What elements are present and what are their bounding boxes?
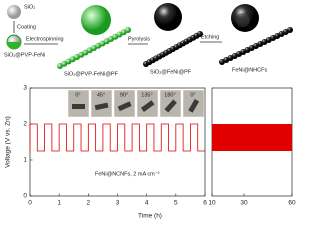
y-axis-title: Voltage (V vs. Zn) bbox=[5, 116, 12, 168]
inset-label: 0° bbox=[190, 92, 195, 98]
schematic: SiO₂ Coating SiO₂@PVP-FeNi Electrospinni… bbox=[4, 3, 293, 77]
inset-label: 180° bbox=[164, 92, 175, 98]
sio2-sphere bbox=[7, 5, 21, 19]
label: Pyrolysis bbox=[128, 36, 150, 42]
x-tick-label: 10 bbox=[208, 200, 216, 207]
black-sphere bbox=[154, 3, 182, 31]
black-fiber bbox=[143, 31, 203, 67]
green-sphere bbox=[81, 5, 111, 35]
chart: Voltage (V vs. Zn) Time (h) FeNi@NCNFs, … bbox=[5, 85, 296, 220]
label: SiO₂@PVP-FeNi bbox=[4, 52, 45, 58]
inset-label: 0° bbox=[75, 92, 80, 98]
inset-photo bbox=[113, 89, 136, 118]
x-tick-label: 1 bbox=[57, 200, 61, 207]
label: FeNi@NHCFs bbox=[232, 67, 267, 73]
annotation: FeNi@NCNFs, 2 mA cm⁻² bbox=[95, 171, 160, 177]
inset-device bbox=[117, 101, 132, 112]
inset-photo bbox=[90, 89, 113, 118]
x-tick-label: 0 bbox=[28, 200, 32, 207]
hollow-core bbox=[236, 13, 250, 27]
fiber-bead bbox=[287, 27, 293, 33]
inset-label: 135° bbox=[141, 92, 152, 98]
figure: SiO₂ Coating SiO₂@PVP-FeNi Electrospinni… bbox=[4, 3, 296, 220]
voltage-band bbox=[212, 124, 292, 151]
x-tick-label: 30 bbox=[240, 200, 248, 207]
inset-device bbox=[164, 99, 177, 113]
fiber-bead bbox=[125, 27, 131, 33]
inset-photo bbox=[67, 89, 90, 118]
inset-label: 90° bbox=[120, 92, 128, 98]
hollow-fiber bbox=[219, 27, 293, 65]
y-tick-label: 2 bbox=[23, 121, 27, 128]
x-tick-label: 3 bbox=[116, 200, 120, 207]
x-tick-label: 60 bbox=[288, 200, 296, 207]
inset-device bbox=[140, 100, 155, 112]
x-tick-label: 2 bbox=[87, 200, 91, 207]
inset-label: 45° bbox=[97, 92, 105, 98]
y-tick-label: 3 bbox=[23, 85, 27, 92]
voltage-line bbox=[29, 123, 205, 152]
coating-layer bbox=[7, 42, 21, 49]
label: Electrospinning bbox=[26, 36, 64, 42]
x-tick-label: 5 bbox=[174, 200, 178, 207]
x-tick-label: 4 bbox=[145, 200, 149, 207]
label: SiO₂@FeNi@PF bbox=[150, 69, 192, 75]
label: Etching bbox=[201, 34, 219, 40]
label: SiO₂@PVP-FeNi@PF bbox=[64, 71, 119, 77]
inset-device bbox=[72, 104, 85, 109]
inset-device bbox=[94, 102, 109, 111]
label: Coating bbox=[17, 24, 36, 30]
y-tick-label: 1 bbox=[23, 157, 27, 164]
y-tick-label: 0 bbox=[23, 193, 27, 200]
fiber-bead bbox=[197, 31, 203, 37]
inset-device bbox=[188, 98, 200, 113]
label: SiO₂ bbox=[24, 4, 35, 10]
x-tick-label: 6 bbox=[203, 200, 207, 207]
green-fiber bbox=[57, 27, 131, 69]
x-axis-title: Time (h) bbox=[138, 213, 162, 220]
